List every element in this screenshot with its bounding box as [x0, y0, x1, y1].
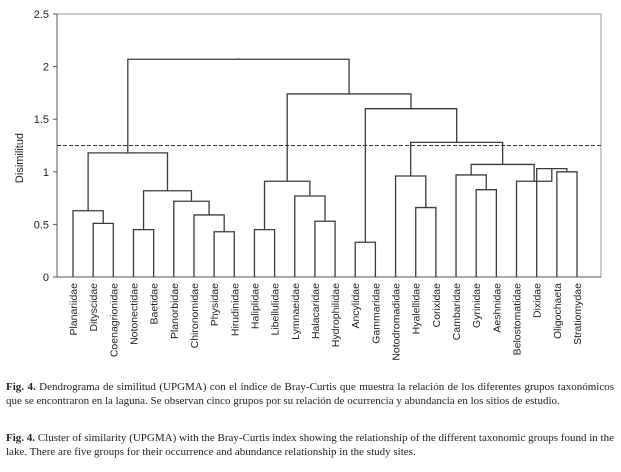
dendrogram-link: [294, 195, 326, 277]
leaf-label: Baetidae: [149, 283, 161, 325]
dendrogram-link: [213, 231, 235, 277]
leaf-label: Notodromadidae: [391, 283, 403, 361]
leaf-label: Planorbidae: [169, 283, 181, 339]
y-tick-label: 0: [43, 272, 49, 284]
y-tick-label: 0.5: [34, 219, 49, 231]
leaf-label: Oligochaeta: [552, 283, 564, 339]
dendrogram-link: [193, 214, 225, 277]
caption-spanish-text: Dendrograma de similitud (UPGMA) con el …: [6, 381, 615, 407]
leaf-label: Cambaridae: [451, 283, 463, 340]
y-axis-label: Disimilitud: [14, 133, 26, 183]
leaf-label: Lymnaeidae: [290, 283, 302, 340]
dendrogram-link: [470, 163, 535, 182]
dendrogram-link: [72, 210, 104, 277]
leaf-label: Belostomatidae: [512, 283, 524, 356]
y-tick-label: 2: [43, 62, 49, 74]
dendrogram-link: [127, 58, 350, 153]
caption-english: Fig. 4. Cluster of similarity (UPGMA) wi…: [6, 432, 614, 459]
leaf-label: Hirudinidae: [229, 283, 241, 336]
caption-spanish: Fig. 4. Dendrograma de similitud (UPGMA)…: [6, 381, 614, 408]
leaf-label: Coenagrionidae: [108, 283, 120, 357]
leaf-label: Hydrophilidae: [330, 283, 342, 347]
dendrogram-link: [515, 168, 553, 277]
leaf-label: Physidae: [209, 283, 221, 326]
dendrogram-link: [142, 190, 193, 230]
leaf-label: Notonectidae: [128, 283, 140, 345]
dendrogram-link: [556, 171, 578, 277]
dendrogram-link: [410, 141, 504, 177]
leaf-label: Libellulidae: [270, 283, 282, 336]
dendrogram-link: [92, 222, 114, 277]
caption-english-fig: Fig. 4.: [6, 432, 36, 444]
leaf-label: Dityscidae: [88, 283, 100, 332]
dendrogram-link: [415, 206, 437, 277]
leaf-label: Dixidae: [532, 283, 544, 318]
leaf-label: Ancylidae: [350, 283, 362, 329]
dendrogram-link: [475, 189, 498, 277]
leaf-label: Chironomidae: [189, 283, 201, 349]
leaf-label: Planariidae: [68, 283, 80, 336]
caption-english-text: Cluster of similarity (UPGMA) with the B…: [6, 432, 614, 458]
dendrogram-link: [87, 152, 169, 211]
leaf-label: Gyrinidae: [471, 283, 483, 328]
dendrogram-links: [72, 58, 578, 277]
y-tick-label: 2.5: [34, 9, 49, 21]
leaf-labels: Planariidae Dityscidae Coenagrionidae Noton…: [68, 283, 584, 361]
leaf-label: Hyalellidae: [411, 283, 423, 335]
leaf-label: Halacaridae: [310, 283, 322, 339]
leaf-label: Gammaridae: [370, 283, 382, 344]
y-axis-ticks: 0 0.5 1 1.5 2 2.5: [34, 9, 57, 284]
leaf-label: Corixidae: [431, 283, 443, 328]
leaf-label: Stratiomydae: [572, 283, 584, 345]
dendrogram-link: [173, 200, 210, 277]
leaf-label: Haliplidae: [249, 283, 261, 329]
dendrogram-link: [314, 220, 336, 277]
dendrogram-chart: 0 0.5 1 1.5 2 2.5 Disimilitud Planariidae Dity…: [14, 9, 602, 361]
y-tick-label: 1: [43, 167, 49, 179]
dendrogram-link: [132, 229, 155, 277]
dendrogram-link: [394, 175, 427, 277]
dendrogram-link: [253, 229, 276, 277]
dendrogram-link: [354, 241, 377, 277]
dendrogram-link: [263, 180, 311, 230]
dendrogram-link: [536, 167, 568, 277]
dendrogram-link: [286, 93, 412, 182]
leaf-label: Aeshnidae: [491, 283, 503, 333]
y-tick-label: 1.5: [34, 114, 49, 126]
caption-spanish-fig: Fig. 4.: [6, 381, 36, 393]
